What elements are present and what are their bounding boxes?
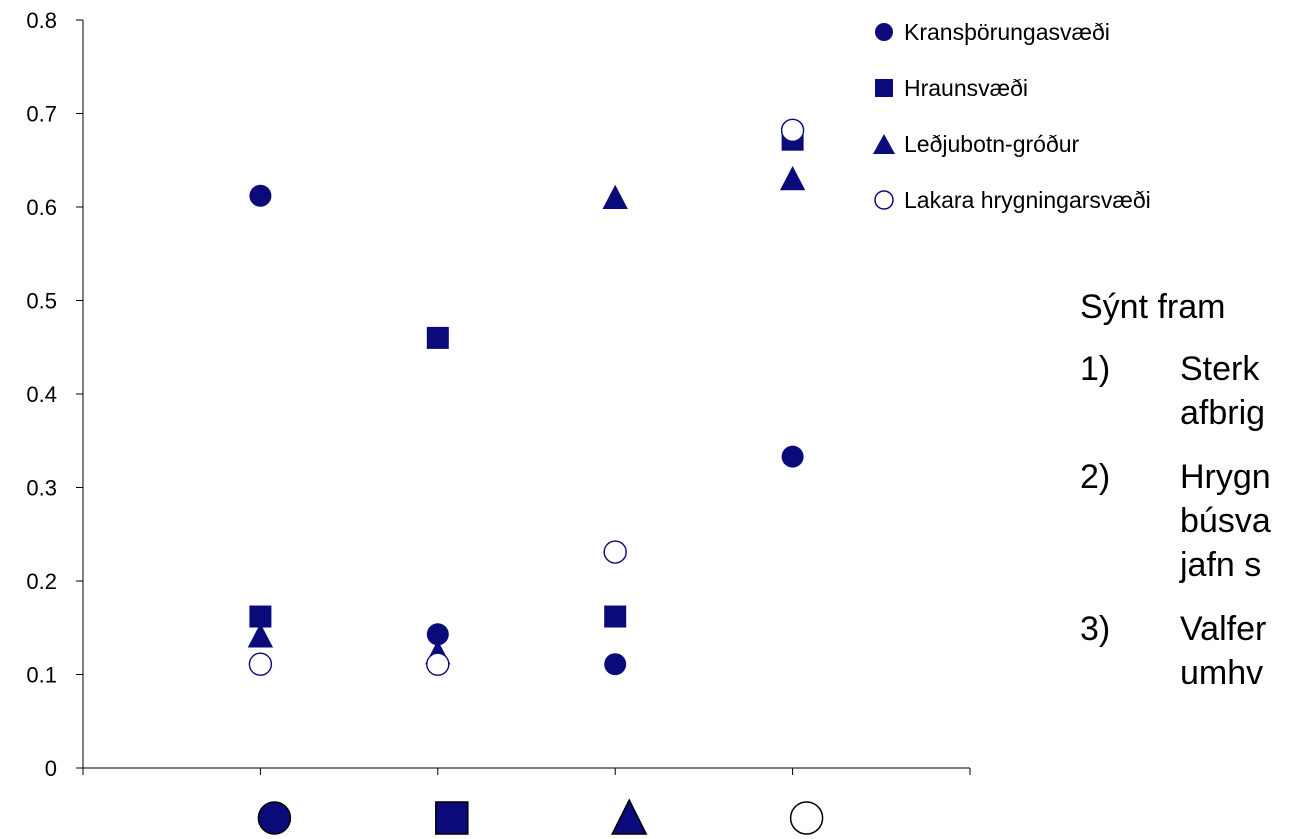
data-point-circle-open xyxy=(780,118,805,143)
x-category-open-circle-icon xyxy=(789,801,824,835)
y-tick-label: 0.1 xyxy=(26,663,57,688)
y-tick-label: 0.2 xyxy=(26,569,57,594)
finding-item: 3) Valfer umhv xyxy=(1080,607,1299,695)
data-point-circle-open xyxy=(248,652,273,676)
legend-label: Lakara hrygningarsvæði xyxy=(904,186,1151,213)
legend-item-ledjubotn-grodur: Leðjubotn-gróður xyxy=(872,116,1299,172)
data-point-triangle xyxy=(602,184,628,209)
data-point-triangle xyxy=(779,166,806,191)
data-point-square xyxy=(249,605,272,628)
y-tick-label: 0.4 xyxy=(26,382,57,407)
finding-line: jafn s xyxy=(1180,546,1262,584)
findings-text: Sýnt fram 1) Sterk afbrig 2) Hrygn búsva… xyxy=(1080,288,1299,715)
finding-number: 1) xyxy=(1080,350,1111,388)
legend-item-kransthorungasvaedi: Kransþörungasvæði xyxy=(872,4,1299,60)
legend-label: Hraunsvæði xyxy=(904,74,1028,101)
y-tick-label: 0 xyxy=(45,756,57,781)
x-category-triangle-icon xyxy=(610,798,648,835)
legend-label: Kransþörungasvæði xyxy=(904,18,1110,45)
finding-item: 2) Hrygn búsva jafn s xyxy=(1080,455,1299,587)
data-point-circle xyxy=(604,653,627,676)
y-tick-label: 0.6 xyxy=(26,195,57,220)
finding-line: Sterk xyxy=(1180,350,1260,388)
findings-heading: Sýnt fram xyxy=(1080,288,1226,326)
data-point-circle-open xyxy=(426,652,450,676)
filled-triangle-marker-icon xyxy=(873,134,895,154)
data-point-triangle xyxy=(247,623,274,648)
legend-item-lakara-hrygningarsvaedi: Lakara hrygningarsvæði xyxy=(872,172,1299,228)
finding-item: 1) Sterk afbrig xyxy=(1080,347,1299,435)
legend-item-hraunsvaedi: Hraunsvæði xyxy=(872,60,1299,116)
data-point-circle xyxy=(249,184,272,207)
filled-square-marker-icon xyxy=(875,79,893,97)
finding-line: Valfer xyxy=(1180,610,1267,648)
y-tick-label: 0.7 xyxy=(26,102,57,127)
data-point-square xyxy=(426,326,449,349)
finding-line: Hrygn xyxy=(1180,458,1271,496)
data-point-circle xyxy=(781,445,804,468)
x-category-square-icon xyxy=(435,801,469,835)
open-circle-marker-icon xyxy=(874,190,894,210)
y-tick-label: 0.8 xyxy=(26,8,57,33)
finding-line: búsva xyxy=(1180,502,1271,540)
finding-line: umhv xyxy=(1180,654,1264,692)
finding-number: 2) xyxy=(1080,458,1111,496)
y-tick-label: 0.5 xyxy=(26,289,57,314)
y-tick-label: 0.3 xyxy=(26,476,57,501)
finding-number: 3) xyxy=(1080,610,1111,648)
legend-label: Leðjubotn-gróður xyxy=(904,130,1080,157)
filled-circle-marker-icon xyxy=(875,23,893,41)
x-category-circle-icon xyxy=(257,801,292,835)
data-point-square xyxy=(604,605,627,628)
finding-line: afbrig xyxy=(1180,394,1266,432)
data-point-circle xyxy=(426,623,449,646)
data-point-circle-open xyxy=(603,540,627,564)
chart-legend: Kransþörungasvæði Hraunsvæði Leðjubotn-g… xyxy=(872,4,1299,228)
